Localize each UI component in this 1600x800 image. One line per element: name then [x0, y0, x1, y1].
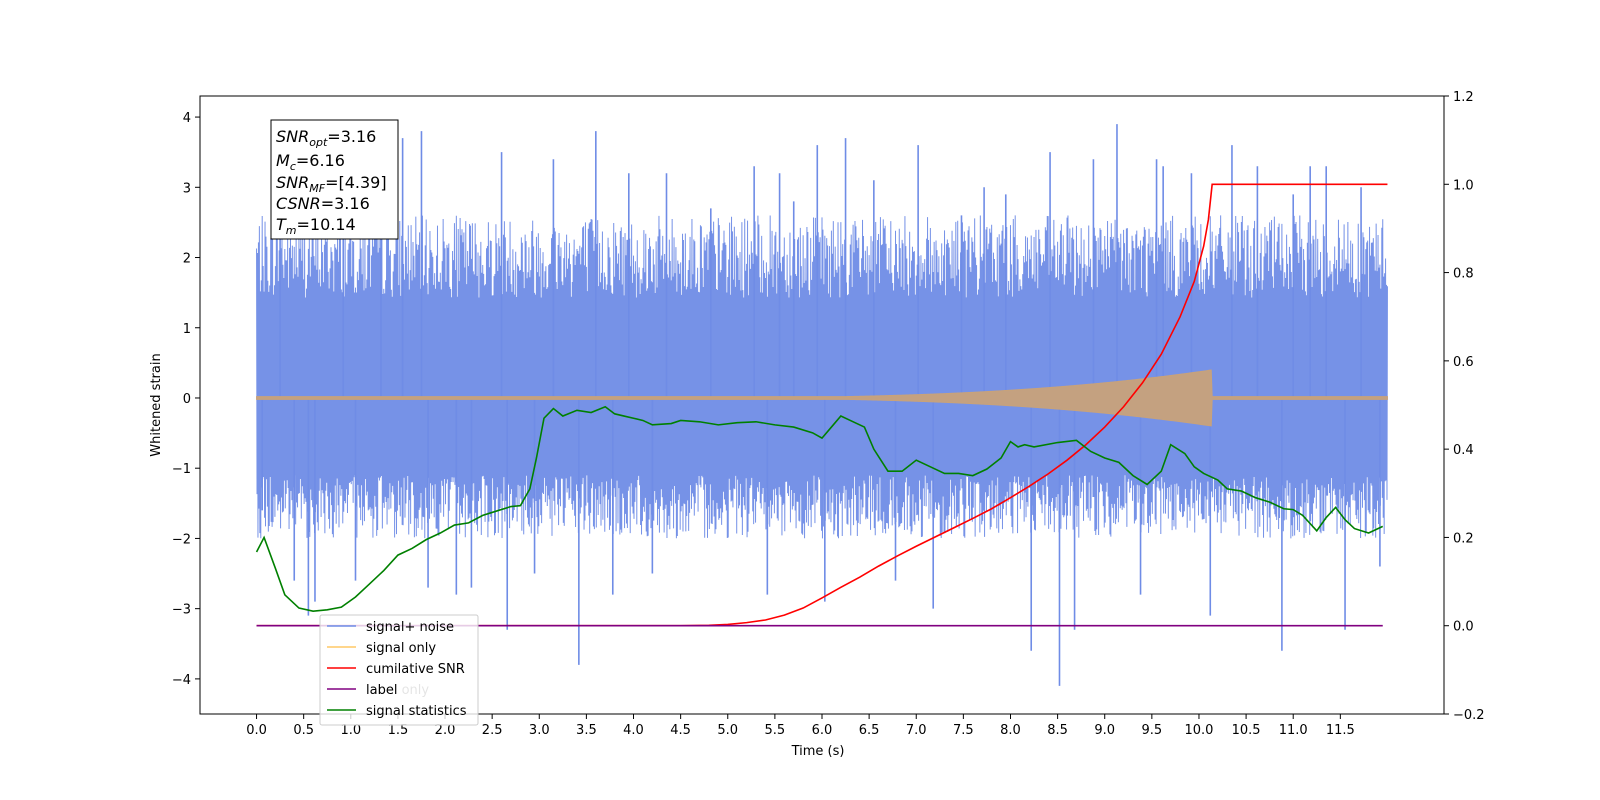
series-cumilative-snr [256, 183, 1388, 627]
x-tick-label: 11.0 [1279, 723, 1308, 738]
y-tick-label: −4 [172, 673, 191, 688]
info-mc: Mc=6.16 [276, 151, 345, 173]
x-tick-label: 2.5 [482, 723, 503, 738]
series-signal-statistics [255, 405, 1384, 612]
info-snr-mf: SNRMF=[4.39] [276, 173, 387, 195]
x-tick-label: 6.5 [859, 723, 880, 738]
y-axis-left: 4 3 2 1 0 −1 −2 −3 −4 [172, 111, 200, 688]
info-tm: Tm=10.14 [276, 215, 356, 237]
y-tick-label: 3 [183, 181, 191, 196]
x-tick-label: 7.5 [953, 723, 974, 738]
legend-label-signal-noise: signal+ noise [366, 620, 454, 635]
x-tick-label: 10.5 [1232, 723, 1261, 738]
x-tick-label: 0.5 [293, 723, 314, 738]
series-signal-only [256, 369, 1388, 427]
x-tick-label: 8.5 [1047, 723, 1068, 738]
y-tick-label: −1 [172, 462, 191, 477]
series-signal-noise [256, 215, 1388, 539]
y-axis-right: 1.2 1.0 0.8 0.6 0.4 0.2 0.0 −0.2 [1444, 90, 1485, 723]
x-tick-label: 10.0 [1184, 723, 1213, 738]
x-tick-label: 5.5 [765, 723, 786, 738]
x-tick-label: 11.5 [1326, 723, 1355, 738]
y-axis-label: Whitened strain [149, 353, 164, 456]
info-snr-opt: SNRopt=3.16 [276, 127, 376, 149]
legend: signal+ noise signal only cumilative SNR… [319, 614, 479, 726]
x-tick-label: 9.5 [1142, 723, 1163, 738]
legend-label-label: label [366, 683, 397, 698]
y-tick-label: −2 [172, 532, 191, 547]
x-tick-label: 9.0 [1094, 723, 1115, 738]
y-tick-label: 1 [183, 322, 191, 337]
y-tick-label: 4 [183, 111, 191, 126]
y2-tick-label: 0.0 [1453, 620, 1474, 635]
y-tick-label: −3 [172, 603, 191, 618]
y2-tick-label: 1.2 [1453, 90, 1474, 105]
x-tick-label: 4.0 [623, 723, 644, 738]
info-box: SNRopt=3.16 Mc=6.16 SNRMF=[4.39] CSNR=3.… [270, 119, 399, 240]
y2-tick-label: 0.8 [1453, 267, 1474, 282]
y2-tick-label: 0.6 [1453, 355, 1474, 370]
y2-tick-label: −0.2 [1453, 708, 1485, 723]
y2-tick-label: 1.0 [1453, 178, 1474, 193]
legend-label-cumulative-snr: cumilative SNR [366, 662, 465, 677]
y2-tick-label: 0.2 [1453, 531, 1474, 546]
x-tick-label: 3.0 [529, 723, 550, 738]
x-axis-label: Time (s) [791, 744, 845, 759]
legend-label-label-only: label only [366, 683, 429, 698]
x-tick-label: 4.5 [670, 723, 691, 738]
x-tick-label: 1.5 [388, 723, 409, 738]
legend-frame [319, 614, 479, 726]
legend-label-signal-statistics: signal statistics [366, 704, 467, 719]
x-tick-label: 6.0 [812, 723, 833, 738]
x-tick-label: 1.0 [340, 723, 361, 738]
x-tick-label: 5.0 [717, 723, 738, 738]
x-tick-label: 2.0 [435, 723, 456, 738]
y-tick-label: 2 [183, 252, 191, 267]
legend-label-signal-only: signal only [366, 641, 436, 656]
x-axis: 0.0 0.5 1.0 1.5 2.0 2.5 3.0 3.5 4.0 4.5 5.0 5.5 6.0 6… [246, 714, 1355, 738]
series-layer [255, 124, 1388, 686]
info-box-frame [270, 119, 399, 240]
x-tick-label: 3.5 [576, 723, 597, 738]
x-tick-label: 7.0 [906, 723, 927, 738]
y-tick-label: 0 [183, 392, 191, 407]
info-csnr: CSNR=3.16 [276, 194, 370, 213]
x-tick-label: 8.0 [1000, 723, 1021, 738]
x-tick-label: 0.0 [246, 723, 267, 738]
y2-tick-label: 0.4 [1453, 443, 1474, 458]
